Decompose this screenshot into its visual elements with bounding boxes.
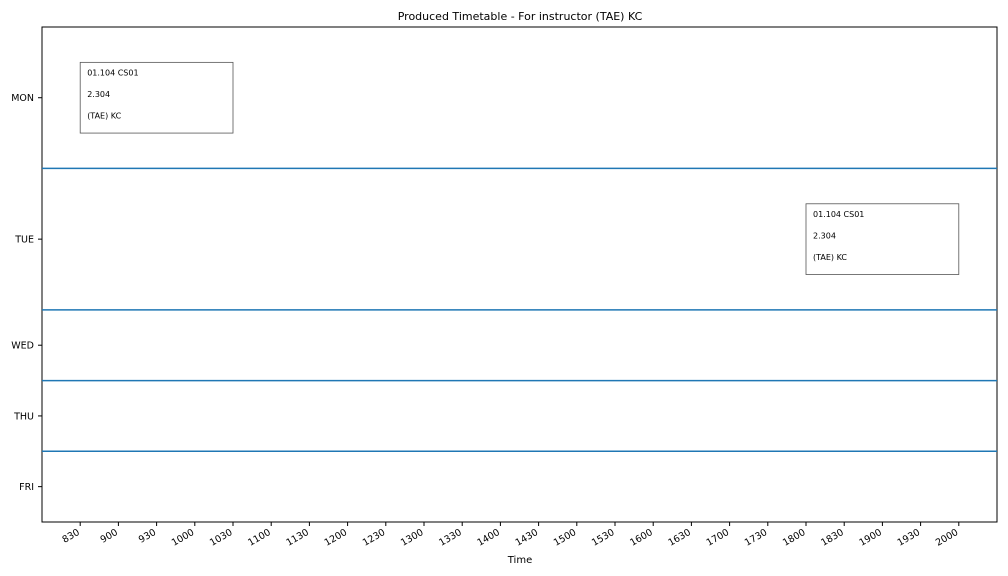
x-tick-label: 1800: [781, 527, 807, 549]
session-text-line: 01.104 CS01: [87, 68, 138, 77]
x-tick-label: 1200: [323, 527, 349, 549]
x-tick-label: 1400: [475, 527, 501, 549]
x-tick-label: 1500: [552, 527, 578, 549]
y-tick-label-thu: THU: [13, 411, 34, 422]
x-tick-label: 1630: [666, 527, 692, 549]
x-tick-label: 1030: [208, 527, 234, 549]
x-tick-label: 1700: [705, 527, 731, 549]
x-tick-label: 1830: [819, 527, 845, 549]
x-tick-label: 1100: [246, 527, 272, 549]
x-tick-label: 830: [60, 527, 81, 546]
plot-frame: [41, 26, 998, 523]
session-text-line: 01.104 CS01: [813, 210, 864, 219]
x-tick-label: 1330: [437, 527, 463, 549]
x-tick-label: 1430: [514, 527, 540, 549]
y-tick-label-tue: TUE: [14, 235, 34, 246]
chart-title: Produced Timetable - For instructor (TAE…: [398, 10, 643, 23]
y-tick-label-mon: MON: [11, 93, 34, 104]
x-tick-label: 900: [99, 527, 120, 546]
session-box-frame: [79, 61, 234, 134]
x-tick-label: 1230: [361, 527, 387, 549]
session-box-frame: [805, 203, 960, 275]
session-box: 01.104 CS01 2.304 (TAE) KC: [79, 61, 234, 134]
plot-area: MON TUE WED THU FRI 830 900 930 1000 1030 1100 1130…: [11, 26, 998, 549]
session-text-line: 2.304: [813, 231, 836, 240]
x-axis-label: Time: [507, 555, 532, 566]
x-tick-label: 1900: [857, 527, 883, 549]
x-tick-label: 1000: [170, 527, 196, 549]
y-tick-label-wed: WED: [11, 341, 34, 352]
x-tick-label: 930: [137, 527, 158, 546]
session-box: 01.104 CS01 2.304 (TAE) KC: [805, 203, 960, 275]
session-text-line: (TAE) KC: [813, 253, 847, 262]
x-tick-label: 1530: [590, 527, 616, 549]
session-text-line: 2.304: [87, 90, 110, 99]
x-tick-label: 2000: [934, 527, 960, 549]
x-tick-label: 1300: [399, 527, 425, 549]
x-tick-label: 1600: [628, 527, 654, 549]
session-text-line: (TAE) KC: [87, 111, 121, 120]
x-tick-label: 1130: [284, 527, 310, 549]
x-tick-label: 1730: [743, 527, 769, 549]
y-tick-label-fri: FRI: [19, 482, 34, 493]
x-tick-label: 1930: [896, 527, 922, 549]
